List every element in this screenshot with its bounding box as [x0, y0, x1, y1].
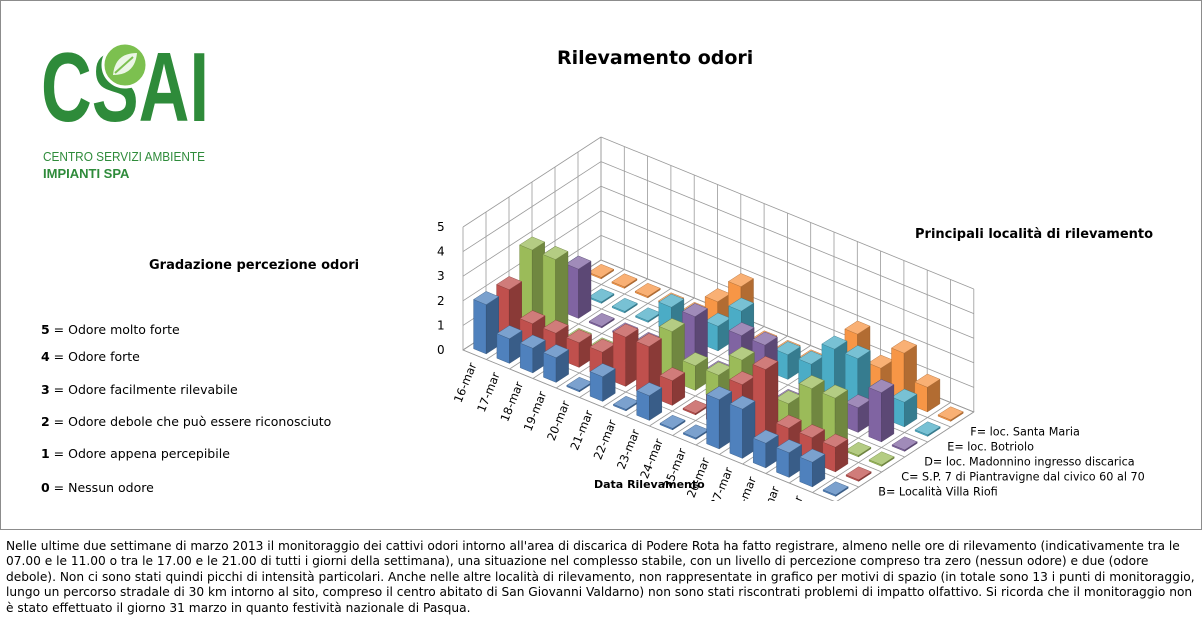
bar-23-mar-series-3	[682, 352, 709, 391]
bar-19-mar-series-5	[635, 307, 662, 323]
x-tick-label: 23-mar	[614, 427, 643, 471]
scale-row-2: 2 = Odore debole che può essere riconosc…	[41, 414, 332, 429]
bar-25-mar-series-1	[682, 424, 709, 440]
x-tick-label: 17-mar	[474, 370, 503, 414]
x-tick-label: 30-mar	[777, 493, 806, 501]
x-axis-title: Data Rilevamento	[594, 478, 705, 491]
x-tick-label: 19-mar	[521, 389, 550, 433]
legend-title: Gradazione percezione odori	[149, 258, 360, 273]
series-labels: A= loc. Fossato B= Località Villa Riofi C=…	[855, 426, 1144, 502]
bar-21-mar-series-2	[612, 323, 639, 387]
logo-line1: CENTRO SERVIZI AMBIENTE	[43, 149, 205, 164]
bar-30-mar-series-5	[891, 388, 918, 428]
bar-28-mar-series-3	[798, 375, 825, 439]
bar-17-mar-series-3	[542, 246, 569, 334]
bar-16-mar-series-6	[588, 263, 615, 280]
bar-22-mar-series-2	[635, 333, 662, 397]
bar-28-mar-series-5	[844, 345, 871, 409]
bar-18-mar-series-4	[588, 312, 615, 329]
bar-27-mar-series-2	[752, 356, 779, 444]
company-logo: CSAI CENTRO SERVIZI AMBIENTE IMPIANTI SP…	[41, 32, 209, 181]
series-label: A= loc. Fossato	[855, 501, 942, 502]
bar-27-mar-series-5	[821, 335, 848, 399]
chart-panel: CSAI CENTRO SERVIZI AMBIENTE IMPIANTI SP…	[0, 0, 1202, 530]
bar-18-mar-series-6	[634, 282, 661, 299]
bar-31-mar-series-4	[891, 436, 918, 452]
bar-20-mar-series-5	[658, 293, 685, 333]
bar-29-mar-series-4	[845, 394, 872, 433]
x-tick-label: 20-mar	[544, 398, 573, 442]
bar-18-mar-series-5	[611, 297, 638, 314]
bar-31-mar-series-5	[914, 421, 941, 437]
bar-18-mar-series-1	[519, 334, 546, 374]
x-tick-label: 18-mar	[497, 379, 526, 423]
x-tick-label: 24-mar	[637, 436, 666, 480]
x-tick-label: 28-mar	[730, 474, 759, 501]
z-tick-label: 1	[437, 318, 445, 332]
bar-21-mar-series-1	[589, 363, 616, 402]
scale-row-0: 0 = Nessun odore	[41, 480, 154, 495]
bar-30-mar-series-2	[822, 433, 849, 473]
scale-row-4: 4 = Odore forte	[41, 349, 140, 364]
z-tick-label: 4	[437, 245, 445, 259]
z-tick-labels: 0 1 2 3 4 5	[437, 220, 445, 357]
bar-31-mar-series-6	[937, 406, 964, 422]
bar-30-mar-series-6	[914, 373, 941, 413]
bar-20-mar-series-1	[566, 376, 593, 393]
scale-row-1: 1 = Odore appena percepibile	[41, 446, 230, 461]
x-tick-label: 16-mar	[451, 360, 480, 404]
scale-row-3: 3 = Odore facilmente rilevabile	[41, 382, 238, 397]
series-axis-title: Principali località di rilevamento	[915, 227, 1154, 242]
bar-17-mar-series-1	[496, 325, 523, 364]
bar-24-mar-series-1	[659, 414, 686, 431]
bar-17-mar-series-4	[565, 255, 592, 319]
series-label: C= S.P. 7 di Piantravigne dal civico 60 …	[901, 471, 1144, 484]
bar-16-mar-series-1	[473, 291, 500, 355]
x-tick-label: 27-mar	[707, 465, 736, 501]
bar-28-mar-series-1	[752, 429, 779, 469]
series-label: F= loc. Santa Maria	[970, 426, 1080, 439]
bar-31-mar-series-3	[868, 451, 895, 467]
bar-17-mar-series-6	[611, 273, 638, 289]
bar-30-mar-series-1	[799, 448, 826, 488]
odor-3d-chart: 0 1 2 3 4 5 16-mar17-mar18-mar19-mar20-mar21-…	[437, 136, 1145, 502]
z-tick-label: 3	[437, 269, 445, 283]
z-tick-label: 2	[437, 294, 445, 308]
bar-30-mar-series-3	[845, 441, 872, 458]
bar-23-mar-series-2	[659, 367, 686, 406]
bar-16-mar-series-3	[519, 236, 546, 325]
series-label: E= loc. Botriolo	[947, 441, 1034, 454]
bar-17-mar-series-5	[588, 288, 615, 304]
x-tick-label: 21-mar	[567, 408, 596, 452]
x-tick-label: 29-mar	[754, 484, 783, 501]
z-tick-label: 0	[437, 343, 445, 357]
bar-29-mar-series-1	[776, 439, 803, 478]
bar-29-mar-series-3	[822, 384, 849, 448]
bar-22-mar-series-3	[658, 318, 685, 382]
logo-line2: IMPIANTI SPA	[43, 166, 130, 181]
bar-19-mar-series-1	[543, 344, 570, 383]
x-tick-label: 22-mar	[591, 417, 620, 461]
bar-16-mar-series-2	[496, 276, 523, 340]
bar-30-mar-series-4	[868, 379, 895, 443]
bar-31-mar-series-2	[845, 466, 872, 482]
bar-24-mar-series-2	[682, 399, 709, 416]
chart-title: Rilevamento odori	[557, 47, 754, 69]
bar-26-mar-series-1	[706, 386, 733, 450]
chart-bars	[473, 236, 964, 497]
bar-22-mar-series-4	[681, 303, 708, 367]
bar-31-mar-series-1	[822, 481, 849, 497]
scale-row-5: 5 = Odore molto forte	[41, 322, 180, 337]
bar-23-mar-series-1	[636, 382, 663, 421]
z-tick-label: 5	[437, 220, 445, 234]
series-label: B= Località Villa Riofi	[878, 486, 997, 499]
series-label: D= loc. Madonnino ingresso discarica	[924, 456, 1134, 469]
bar-22-mar-series-5	[704, 312, 731, 352]
leaf-icon	[101, 41, 149, 89]
bar-19-mar-series-2	[566, 329, 593, 368]
bar-25-mar-series-5	[774, 341, 801, 380]
bar-29-mar-series-6	[891, 339, 918, 403]
footer-text: Nelle ultime due settimane di marzo 2013…	[6, 539, 1195, 615]
bar-27-mar-series-1	[729, 395, 756, 459]
